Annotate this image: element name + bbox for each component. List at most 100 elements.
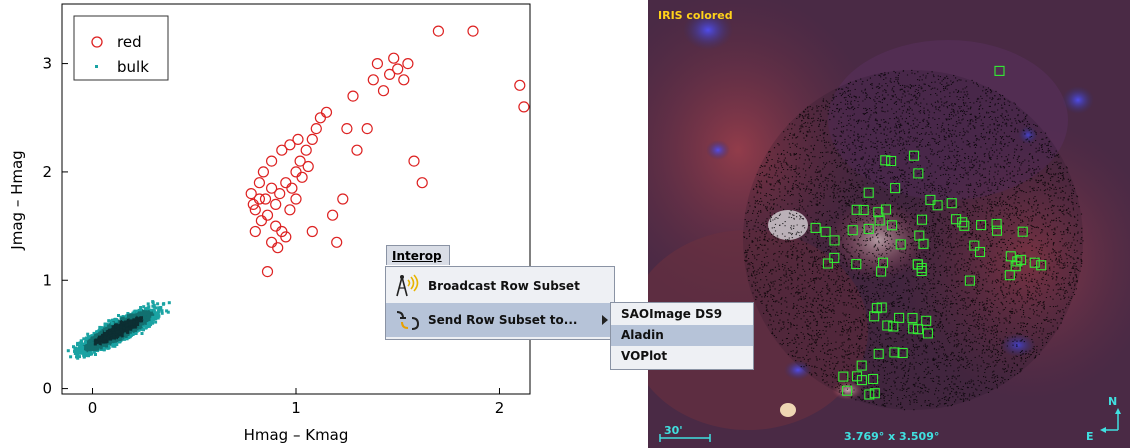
red-point — [280, 231, 292, 243]
bulk-point — [84, 345, 88, 349]
catalog-sources — [743, 69, 1084, 411]
red-point — [286, 182, 298, 194]
selected-source-box — [851, 259, 862, 270]
bulk-point — [99, 336, 103, 340]
x-axis-label: Hmag – Kmag — [244, 426, 349, 444]
bulk-point — [90, 346, 94, 349]
selected-source-box — [951, 214, 962, 225]
selected-source-box — [858, 204, 869, 216]
submenu-item-voplot[interactable]: VOPlot — [621, 349, 668, 363]
bulk-point — [147, 318, 151, 322]
bulk-point — [166, 310, 170, 314]
y-axis-label: Jmag – Hmag — [8, 150, 26, 250]
selected-source-box — [894, 312, 905, 323]
bulk-point — [127, 336, 131, 340]
bulk-point — [147, 315, 151, 319]
scale-bar — [659, 434, 711, 442]
bulk-point — [106, 337, 110, 340]
bulk-point — [111, 344, 115, 348]
selected-source-box — [1036, 260, 1047, 271]
send-row-subset-to-item[interactable]: Send Row Subset to... — [386, 303, 614, 337]
bulk-point — [81, 343, 85, 347]
red-point — [302, 160, 314, 173]
bulk-point — [104, 332, 108, 336]
bulk-point — [83, 340, 87, 344]
bulk-point — [79, 351, 83, 355]
bulk-point — [88, 338, 92, 342]
bulk-point — [111, 325, 115, 329]
bulk-point — [147, 324, 151, 328]
bulk-point — [124, 320, 128, 324]
selected-source-box — [912, 259, 923, 270]
submenu-item-aladin[interactable]: Aladin — [611, 325, 753, 346]
bulk-point — [107, 342, 111, 346]
selected-source-box — [890, 183, 901, 194]
selected-source-box — [810, 222, 821, 233]
bulk-point — [120, 334, 124, 338]
selected-source-box — [969, 240, 980, 251]
y-tick-label: 3 — [42, 55, 52, 73]
bulk-point — [88, 352, 92, 356]
bulk-point — [114, 319, 118, 323]
bulk-point — [134, 329, 137, 332]
bulk-point — [137, 319, 141, 323]
selected-source-box — [889, 347, 900, 358]
red-point — [274, 188, 286, 200]
bulk-point — [94, 344, 98, 348]
bulk-point — [73, 346, 77, 350]
bulk-point — [151, 315, 155, 319]
red-point — [467, 25, 479, 37]
bulk-point — [140, 332, 144, 335]
bulk-point — [132, 315, 136, 319]
bulk-point — [116, 326, 120, 330]
bulk-point — [154, 320, 158, 324]
bulk-point — [151, 313, 155, 317]
bulk-point — [135, 310, 139, 314]
legend-bulk-label: bulk — [117, 58, 149, 76]
broadcast-row-subset-label: Broadcast Row Subset — [428, 279, 580, 293]
selected-source-box — [1029, 257, 1040, 268]
bulk-point — [104, 340, 108, 344]
bulk-point — [135, 317, 138, 321]
bulk-point — [90, 334, 94, 338]
bulk-point — [128, 330, 132, 334]
sky-image-view[interactable]: IRIS colored 30' 3.769° x 3.509° N E — [648, 0, 1130, 448]
red-point — [392, 63, 404, 75]
selected-source-box — [907, 312, 918, 324]
bulk-point — [94, 337, 98, 341]
bulk-point — [99, 330, 103, 334]
bulk-point — [90, 348, 94, 351]
bulk-points — [66, 300, 171, 360]
bulk-point — [82, 337, 86, 341]
bulk-point — [149, 308, 153, 312]
bulk-point — [88, 348, 92, 352]
red-point — [331, 236, 343, 248]
sky-survey-title: IRIS colored — [658, 9, 733, 22]
bulk-point — [92, 348, 96, 352]
red-point — [377, 85, 390, 97]
red-point — [266, 182, 278, 194]
bulk-point — [138, 326, 142, 330]
compass-icon — [1100, 408, 1121, 433]
selected-source-box — [880, 155, 891, 166]
bulk-point — [119, 327, 123, 331]
red-point — [310, 123, 322, 135]
red-point — [261, 266, 274, 278]
selected-source-box — [1010, 261, 1021, 272]
interop-menu-title[interactable]: Interop — [386, 245, 450, 265]
red-point — [398, 74, 410, 86]
bulk-point — [69, 355, 73, 359]
bulk-point — [94, 335, 98, 339]
selected-source-box — [994, 65, 1005, 76]
bulk-point — [129, 327, 133, 331]
bulk-point — [73, 349, 76, 353]
submenu-item-ds9[interactable]: SAOImage DS9 — [621, 307, 723, 321]
red-point — [247, 198, 259, 210]
broadcast-row-subset-item[interactable]: Broadcast Row Subset — [386, 269, 614, 303]
x-tick-label: 2 — [495, 399, 505, 417]
red-point — [296, 171, 308, 183]
bulk-point — [105, 344, 108, 348]
send-target-submenu: SAOImage DS9 Aladin VOPlot — [610, 302, 754, 370]
bulk-point — [124, 332, 128, 336]
